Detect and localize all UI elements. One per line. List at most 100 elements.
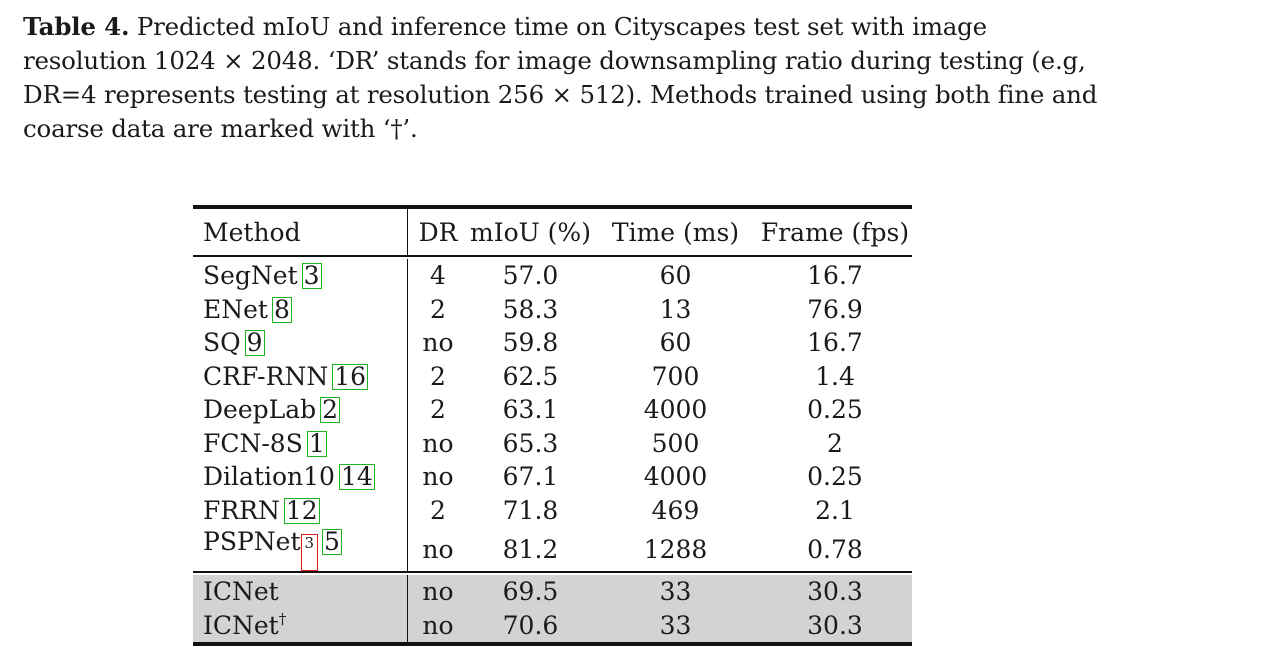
method-name: SegNet (203, 261, 298, 291)
cell-fps: 76.9 (807, 294, 863, 324)
method-name: ICNet (203, 577, 279, 607)
cell-dr: no (407, 608, 468, 642)
citation-link[interactable]: 14 (338, 462, 375, 492)
cell-method: FCN-8S 1 (193, 427, 408, 461)
cell-method: ICNet (193, 575, 408, 609)
results-table: Method DR mIoU (%) Time (ms) Frame (fps)… (193, 205, 912, 646)
citation-link[interactable]: 8 (271, 294, 292, 324)
table-row: Dilation10 14 no 67.1 4000 0.25 (193, 460, 912, 494)
cell-dr: 2 (407, 292, 468, 326)
citation-link[interactable]: 16 (332, 361, 369, 391)
cell-dr: no (407, 527, 468, 572)
bottom-rule (193, 642, 912, 646)
footnote-link: 3 (300, 534, 319, 571)
cell-time: 4000 (643, 395, 708, 425)
cell-miou: 71.8 (502, 495, 559, 525)
cell-method: CRF-RNN 16 (193, 360, 408, 394)
table-row: FCN-8S 1 no 65.3 500 2 (193, 426, 912, 461)
cell-dr: 2 (407, 493, 468, 527)
cell-miou: 63.1 (502, 395, 559, 425)
method-name: CRF-RNN (203, 361, 329, 391)
cell-time: 33 (593, 575, 758, 609)
caption-label: Table 4. (23, 12, 130, 41)
table-row: DeepLab 2 2 63.1 4000 0.25 (193, 393, 912, 427)
method-name: FRRN (203, 495, 280, 525)
table-row: FRRN 12 2 71.8 469 2.1 (193, 493, 912, 528)
citation-link[interactable]: 9 (244, 328, 265, 358)
cell-method: ICNet† (193, 608, 408, 642)
citation-link[interactable]: 3 (301, 261, 322, 291)
caption-text: Predicted mIoU and inference time on Cit… (23, 12, 1098, 143)
cell-miou: 62.5 (502, 361, 559, 391)
cell-miou: 70.6 (468, 608, 593, 642)
cell-time: 700 (651, 361, 700, 391)
cell-fps: 16.7 (807, 328, 863, 358)
cell-time: 4000 (643, 462, 708, 492)
cell-method: DeepLab 2 (193, 393, 408, 427)
dagger-mark: † (278, 610, 287, 629)
cell-miou: 81.2 (502, 534, 559, 564)
cell-method: FRRN 12 (193, 494, 408, 528)
top-rule (193, 205, 912, 209)
ours-rows: ICNet no 69.5 33 30.3 ICNet† no 70.6 33 30.3 (193, 571, 912, 642)
cell-fps: 0.78 (807, 534, 863, 564)
header-method: Method (203, 217, 301, 247)
cell-time: 469 (651, 495, 700, 525)
method-name: ENet (203, 294, 268, 324)
cell-fps: 30.3 (758, 608, 912, 642)
cell-miou: 58.3 (502, 294, 559, 324)
cell-method: Dilation10 14 (193, 460, 408, 494)
citation-link[interactable]: 12 (283, 495, 320, 525)
cell-miou: 59.8 (502, 328, 559, 358)
cell-fps: 2.1 (815, 495, 855, 525)
table-row: SQ 9 no 59.8 60 16.7 (193, 326, 912, 360)
results-table-grid: Method DR mIoU (%) Time (ms) Frame (fps)… (193, 209, 912, 642)
header-row: Method DR mIoU (%) Time (ms) Frame (fps) (193, 209, 912, 256)
citation-link[interactable]: 1 (306, 428, 327, 458)
cell-method: ENet 8 (193, 293, 408, 327)
cell-method: SQ 9 (193, 326, 408, 360)
cell-miou: 57.0 (502, 261, 559, 291)
table-row: ICNet no 69.5 33 30.3 (193, 575, 912, 609)
table-row: ENet 8 2 58.3 13 76.9 (193, 292, 912, 327)
cell-fps: 2 (827, 428, 843, 458)
method-name: PSPNet (203, 527, 301, 556)
cell-dr: no (407, 575, 468, 609)
cell-time: 1288 (643, 534, 708, 564)
baseline-rows: SegNet 3 4 57.0 60 16.7 ENet 8 2 58.3 13 76.9 SQ 9 no 5… (193, 255, 912, 572)
cell-miou: 67.1 (502, 462, 559, 492)
table-row: SegNet 3 4 57.0 60 16.7 (193, 259, 912, 293)
cell-dr: 2 (407, 393, 468, 427)
cell-fps: 0.25 (807, 395, 863, 425)
header-fps: Frame (fps) (760, 217, 910, 247)
header-miou: mIoU (%) (470, 217, 591, 247)
cell-time: 500 (651, 428, 700, 458)
table-caption: Table 4. Predicted mIoU and inference ti… (23, 10, 1103, 146)
cell-time: 13 (659, 294, 692, 324)
method-name: FCN-8S (203, 428, 303, 458)
method-name: Dilation10 (203, 462, 335, 492)
cell-fps: 1.4 (815, 361, 855, 391)
table-row: CRF-RNN 16 2 62.5 700 1.4 (193, 359, 912, 394)
cell-time: 60 (659, 328, 692, 358)
cell-dr: 2 (407, 359, 468, 393)
cell-fps: 30.3 (758, 575, 912, 609)
table-row: ICNet† no 70.6 33 30.3 (193, 608, 912, 642)
method-name: SQ (203, 328, 241, 358)
citation-link[interactable]: 2 (320, 395, 341, 425)
cell-dr: no (407, 460, 468, 494)
citation-link[interactable]: 5 (322, 527, 342, 556)
header-time: Time (ms) (611, 217, 740, 247)
cell-method: PSPNet 3 5 (193, 527, 408, 572)
table-row: PSPNet 3 5 no 81.2 1288 0.78 (193, 527, 912, 572)
cell-time: 60 (659, 261, 692, 291)
cell-dr: no (407, 426, 468, 460)
cell-miou: 65.3 (502, 428, 559, 458)
cell-fps: 0.25 (807, 462, 863, 492)
cell-time: 33 (593, 608, 758, 642)
header-dr: DR (407, 209, 468, 256)
method-name: ICNet (203, 611, 279, 641)
cell-dr: no (407, 326, 468, 360)
cell-fps: 16.7 (807, 261, 863, 291)
cell-dr: 4 (407, 259, 468, 293)
